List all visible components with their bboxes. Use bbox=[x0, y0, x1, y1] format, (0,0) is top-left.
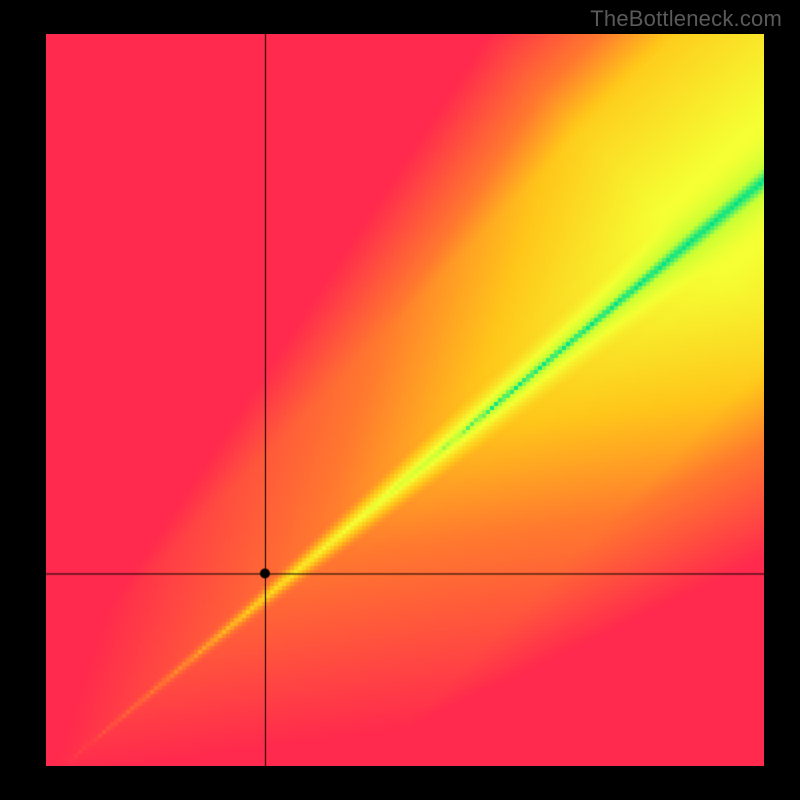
watermark-text: TheBottleneck.com bbox=[590, 6, 782, 32]
heatmap-canvas bbox=[46, 34, 764, 766]
heatmap-plot bbox=[46, 34, 764, 766]
chart-container: TheBottleneck.com bbox=[0, 0, 800, 800]
